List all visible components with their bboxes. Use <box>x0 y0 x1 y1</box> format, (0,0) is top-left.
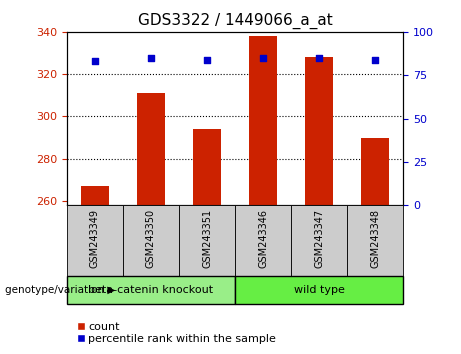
Bar <box>305 57 333 205</box>
Bar <box>291 205 347 276</box>
Text: genotype/variation ▶: genotype/variation ▶ <box>5 285 115 295</box>
Legend: count, percentile rank within the sample: count, percentile rank within the sample <box>72 317 280 348</box>
Title: GDS3322 / 1449066_a_at: GDS3322 / 1449066_a_at <box>138 13 332 29</box>
Text: GSM243347: GSM243347 <box>314 209 324 268</box>
Point <box>147 55 154 61</box>
Point <box>372 57 379 62</box>
Bar <box>179 205 235 276</box>
Text: GSM243350: GSM243350 <box>146 209 156 268</box>
Point <box>315 55 323 61</box>
Bar <box>361 138 390 205</box>
Bar <box>235 205 291 276</box>
Bar <box>137 93 165 205</box>
Text: wild type: wild type <box>294 285 345 295</box>
Point <box>260 55 267 61</box>
Text: GSM243351: GSM243351 <box>202 209 212 268</box>
Bar <box>67 205 123 276</box>
Point <box>203 57 211 62</box>
Bar <box>347 205 403 276</box>
Bar <box>67 276 235 304</box>
Bar <box>193 129 221 205</box>
Point <box>91 58 99 64</box>
Text: GSM243349: GSM243349 <box>90 209 100 268</box>
Bar <box>81 186 109 205</box>
Text: GSM243348: GSM243348 <box>370 209 380 268</box>
Bar <box>123 205 179 276</box>
Text: GSM243346: GSM243346 <box>258 209 268 268</box>
Bar <box>249 36 277 205</box>
Text: beta-catenin knockout: beta-catenin knockout <box>89 285 213 295</box>
Bar <box>235 276 403 304</box>
